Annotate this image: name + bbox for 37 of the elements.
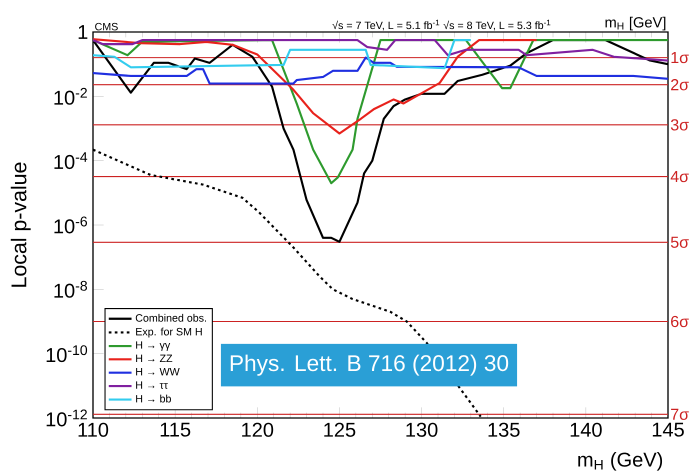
line-series [92, 39, 670, 62]
legend-label: H → ZZ [136, 354, 172, 362]
y-tick-label: 1 [78, 25, 88, 39]
ref-line-label: 3σ [670, 119, 689, 130]
legend-label: H → ττ [136, 381, 168, 389]
x-tick-label: 140 [570, 422, 602, 437]
y-axis-title: Local p-value [10, 162, 31, 287]
line-series [92, 56, 670, 85]
x-tick-label: 115 [160, 422, 190, 437]
ref-line-label: 7σ [671, 408, 689, 420]
x-axis-title: m$_{H}$ (GeV) [578, 452, 662, 471]
x-tick-label: 120 [242, 422, 274, 437]
legend-label: Exp. for SM H [136, 328, 202, 338]
text: √s = 7 TeV, L = 5.1 fb$^{-1}$ √s = 8 TeV, L = 5.3 fb$^{-1}$ [332, 20, 550, 30]
ref-line-label: 2σ [671, 79, 689, 90]
legend-label: H → bb [136, 394, 171, 403]
x-tick-label: 130 [406, 422, 438, 437]
legend-label: H → WW [136, 368, 180, 376]
line-series [92, 39, 472, 70]
ref-line-label: 4σ [670, 171, 689, 182]
ref-line-label: 5σ [670, 236, 689, 248]
y-tick-label: 10$^{-8}$ [54, 280, 88, 298]
legend-label: Combined obs. [136, 314, 206, 322]
line-series [92, 38, 538, 135]
y-tick-label: 10$^{-6}$ [54, 216, 88, 234]
y-tick-label: 10$^{-2}$ [54, 88, 87, 105]
x-tick-label: 145 [652, 422, 684, 437]
text: CMS [95, 22, 118, 30]
legend-label: H → γγ [136, 341, 170, 351]
x-tick-label: 135 [488, 422, 520, 437]
y-tick-label: 10$^{-4}$ [54, 152, 88, 170]
ref-line-label: 1σ [671, 52, 689, 64]
y-tick-label: 10$^{-10}$ [46, 345, 88, 362]
text: m$_{H}$ [GeV] [606, 16, 666, 30]
annotation: Phys. Lett. B 716 (2012) 30 [230, 354, 508, 376]
ref-line-label: 6σ [671, 316, 689, 328]
x-tick-label: 125 [324, 422, 356, 437]
